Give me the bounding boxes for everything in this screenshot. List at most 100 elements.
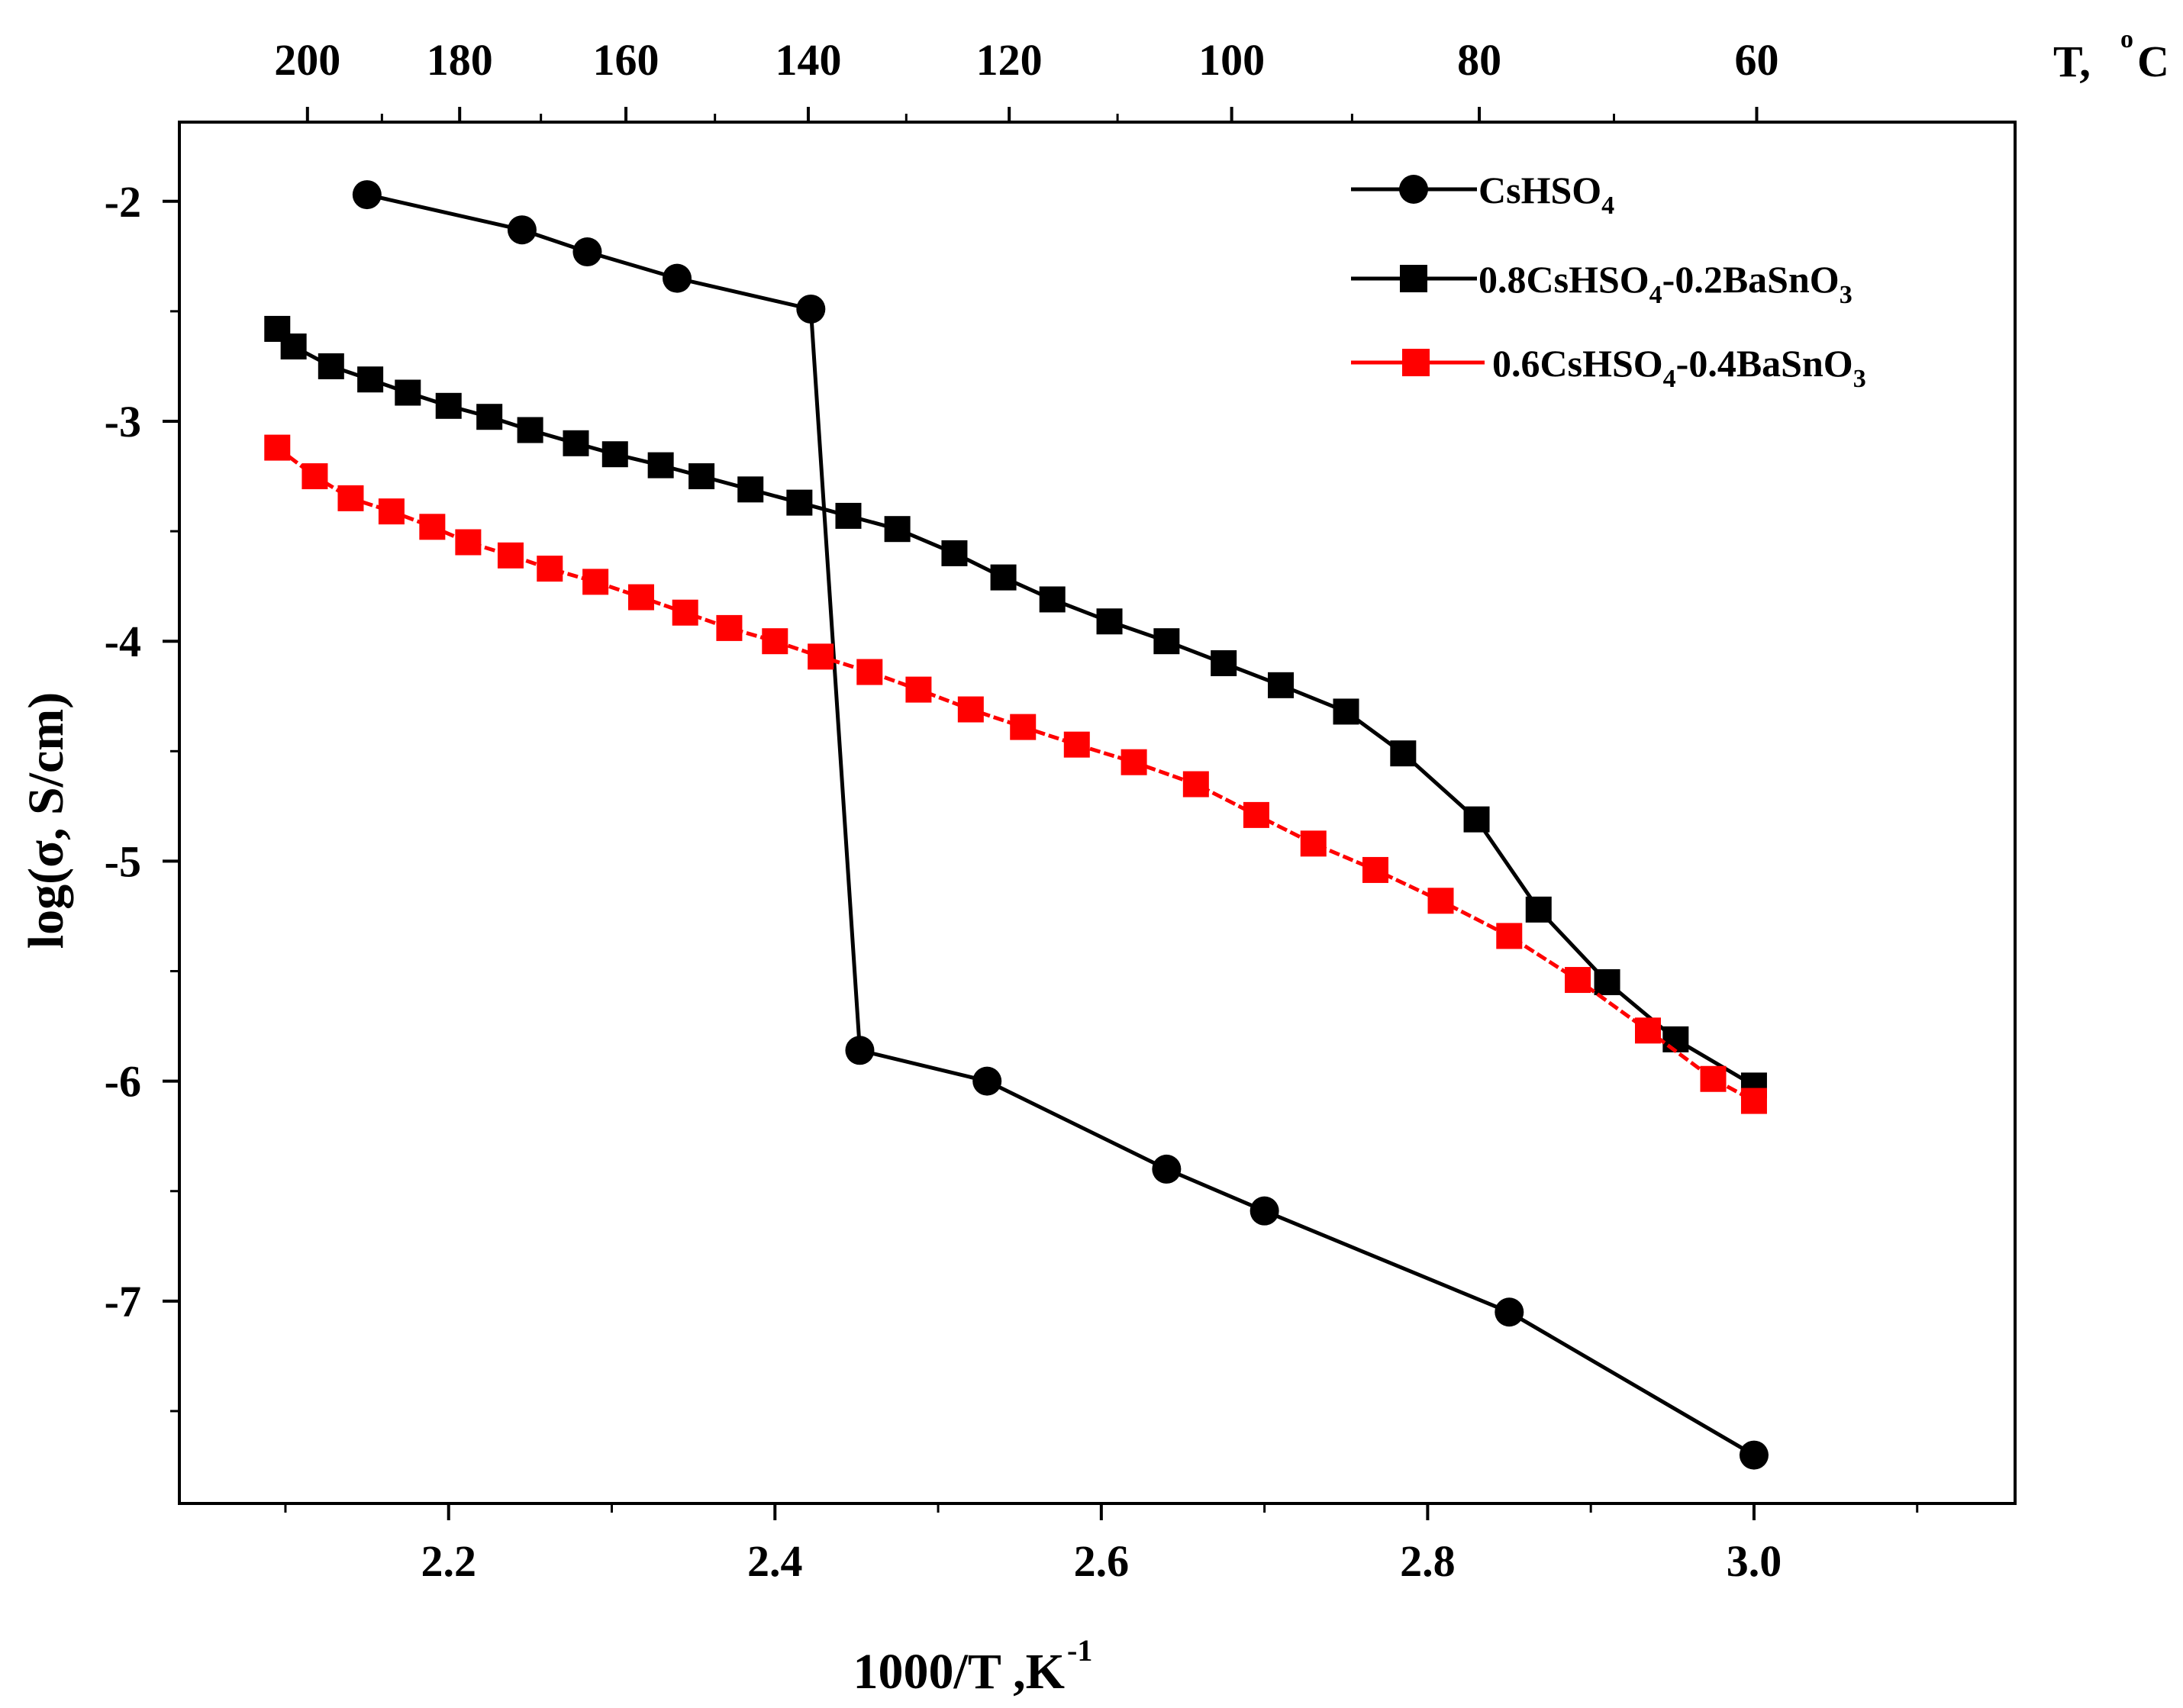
series-1-point — [1153, 628, 1180, 655]
series-0-point — [1739, 1440, 1769, 1470]
series-2-point — [1362, 856, 1388, 883]
series-1-point — [1268, 672, 1294, 698]
series-1-point — [1463, 806, 1490, 833]
top-axis-title: T, — [2053, 37, 2091, 86]
y-tick-label: -4 — [105, 617, 141, 666]
x-tick-label: 2.8 — [1400, 1536, 1456, 1586]
top-axis-title-degree: o — [2120, 25, 2133, 53]
top-temperature-axis-ticks: 200 180 160 140 120 100 80 60 — [274, 35, 1778, 122]
series-1-point — [517, 417, 543, 443]
top-tick-label: 80 — [1457, 35, 1501, 85]
series-1-point — [786, 489, 813, 516]
series-2-point — [1010, 714, 1037, 740]
series-2-point — [378, 498, 405, 525]
series-1-point — [563, 430, 589, 456]
series-2-point — [419, 514, 446, 540]
series-2-point — [337, 485, 364, 511]
series-1-point — [357, 366, 384, 393]
series-2-point — [301, 463, 328, 490]
series-1-point — [884, 516, 911, 543]
top-tick-label: 100 — [1198, 35, 1265, 85]
series-2-point — [1565, 967, 1591, 994]
series-2-point — [1635, 1017, 1661, 1044]
series-2-point — [582, 569, 609, 595]
series-1-point — [990, 564, 1017, 591]
series-0-point — [572, 237, 602, 267]
series-2-point — [957, 696, 984, 723]
series-1-point — [1594, 968, 1620, 995]
series-2-point — [264, 434, 291, 461]
y-axis-title: log(σ, S/cm) — [18, 692, 74, 949]
plot-area-frame — [178, 121, 2017, 1505]
series-1-point — [1525, 896, 1552, 923]
series-0-point — [972, 1066, 1002, 1096]
y-tick-label: -2 — [105, 177, 141, 227]
legend-marker-08cshso4 — [1400, 265, 1427, 292]
x-axis-title-superscript: -1 — [1067, 1633, 1092, 1668]
legend-label-cshso4: CsHSO4 — [1478, 169, 1614, 220]
series-1-point — [1096, 608, 1123, 635]
series-1-point — [280, 333, 307, 359]
x-axis-ticks: 2.2 2.4 2.6 2.8 3.0 — [284, 1503, 1919, 1586]
series-2-point — [1740, 1088, 1767, 1114]
series-1-point — [1390, 740, 1417, 767]
y-tick-label: -3 — [105, 397, 141, 446]
series-layer — [264, 180, 1769, 1470]
series-1-point — [688, 463, 715, 490]
top-tick-label: 160 — [593, 35, 659, 85]
series-1-point — [601, 441, 628, 468]
legend-label-08cshso4: 0.8CsHSO4-0.2BaSnO3 — [1478, 258, 1852, 309]
series-1-point — [1211, 650, 1237, 677]
series-2-point — [672, 599, 698, 626]
x-tick-label: 3.0 — [1727, 1536, 1782, 1586]
y-tick-label: -7 — [105, 1277, 141, 1326]
y-axis-ticks: -2 -3 -4 -5 -6 -7 — [105, 177, 179, 1413]
series-2-point — [1496, 923, 1523, 949]
series-2-point — [808, 643, 834, 670]
y-tick-label: -6 — [105, 1057, 141, 1107]
series-2-point — [1300, 830, 1327, 857]
series-2-point — [762, 628, 788, 655]
series-1-point — [835, 502, 862, 529]
series-2-point — [905, 676, 932, 703]
series-2-point — [1427, 888, 1454, 914]
series-0-point — [507, 215, 537, 245]
series-0-point — [663, 263, 692, 293]
series-0-point — [1250, 1196, 1279, 1226]
series-1-point — [941, 540, 968, 566]
top-tick-label: 180 — [427, 35, 493, 85]
series-1-point — [737, 476, 764, 503]
x-axis-title: 1000/T ,K — [853, 1644, 1065, 1700]
series-2-point — [1243, 801, 1269, 828]
series-0-point — [845, 1036, 875, 1065]
top-tick-label: 200 — [274, 35, 340, 85]
series-1-point — [1662, 1026, 1689, 1052]
series-2-point — [537, 556, 563, 582]
legend: CsHSO4 0.8CsHSO4-0.2BaSnO3 0.6CsHSO4-0.4… — [1351, 169, 1866, 393]
series-2-point — [716, 614, 743, 641]
series-2-point — [856, 659, 883, 685]
series-0-point — [1495, 1297, 1524, 1327]
series-2-point — [1063, 731, 1090, 758]
x-tick-label: 2.6 — [1074, 1536, 1130, 1586]
series-1-point — [476, 404, 503, 430]
series-0-point — [352, 180, 382, 210]
x-tick-label: 2.2 — [421, 1536, 476, 1586]
series-0-point — [1152, 1154, 1182, 1184]
series-2-point — [1182, 771, 1209, 798]
series-1-point — [435, 392, 462, 419]
top-tick-label: 120 — [976, 35, 1043, 85]
series-2-point — [1700, 1065, 1727, 1092]
series-1-point — [1333, 698, 1359, 725]
series-1-point — [318, 353, 344, 379]
legend-label-06cshso4: 0.6CsHSO4-0.4BaSnO3 — [1492, 342, 1866, 393]
top-axis-title-unit: C — [2137, 37, 2169, 86]
series-2-point — [497, 542, 524, 569]
y-tick-label: -5 — [105, 836, 141, 886]
legend-marker-06cshso4 — [1402, 349, 1430, 376]
legend-marker-cshso4 — [1399, 175, 1428, 204]
series-1-point — [1039, 586, 1066, 613]
series-0-point — [796, 294, 826, 324]
